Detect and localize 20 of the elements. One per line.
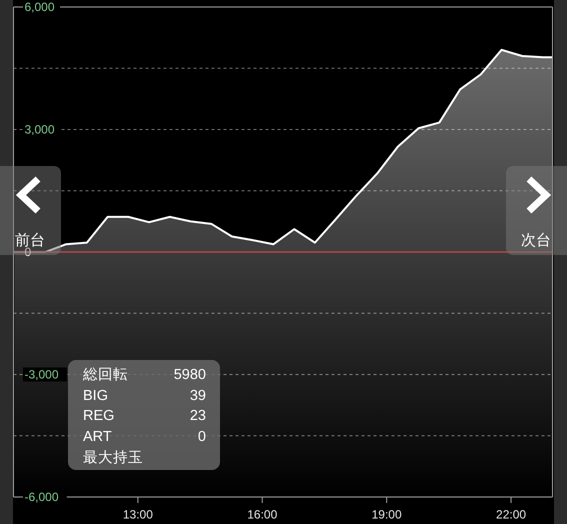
next-button: 次台 [506, 166, 567, 255]
annotation: 23 [190, 407, 206, 426]
annotation: ART [83, 428, 112, 448]
y-tick-label: -3,000 [24, 368, 59, 382]
annotation: 5980 [174, 366, 206, 385]
annotation: 0 [198, 428, 206, 448]
x-tick-label: 22:00 [496, 508, 526, 522]
x-tick-label: 13:00 [122, 508, 154, 522]
annotation: 総回転 [83, 366, 128, 385]
annotation: 前台 [15, 232, 45, 249]
y-tick-label: 6,000 [24, 0, 55, 14]
annotation: 最大持玉 [83, 448, 143, 468]
annotation: BIG [83, 386, 108, 406]
annotation: 次台 [521, 232, 551, 250]
annotation: REG [83, 407, 114, 426]
y-tick-label: 3,000 [24, 122, 55, 136]
x-tick-label: 19:00 [372, 508, 402, 522]
y-tick-label: -6,000 [24, 490, 59, 504]
annotation: 39 [190, 386, 206, 406]
x-tick-label: 16:00 [247, 508, 278, 522]
